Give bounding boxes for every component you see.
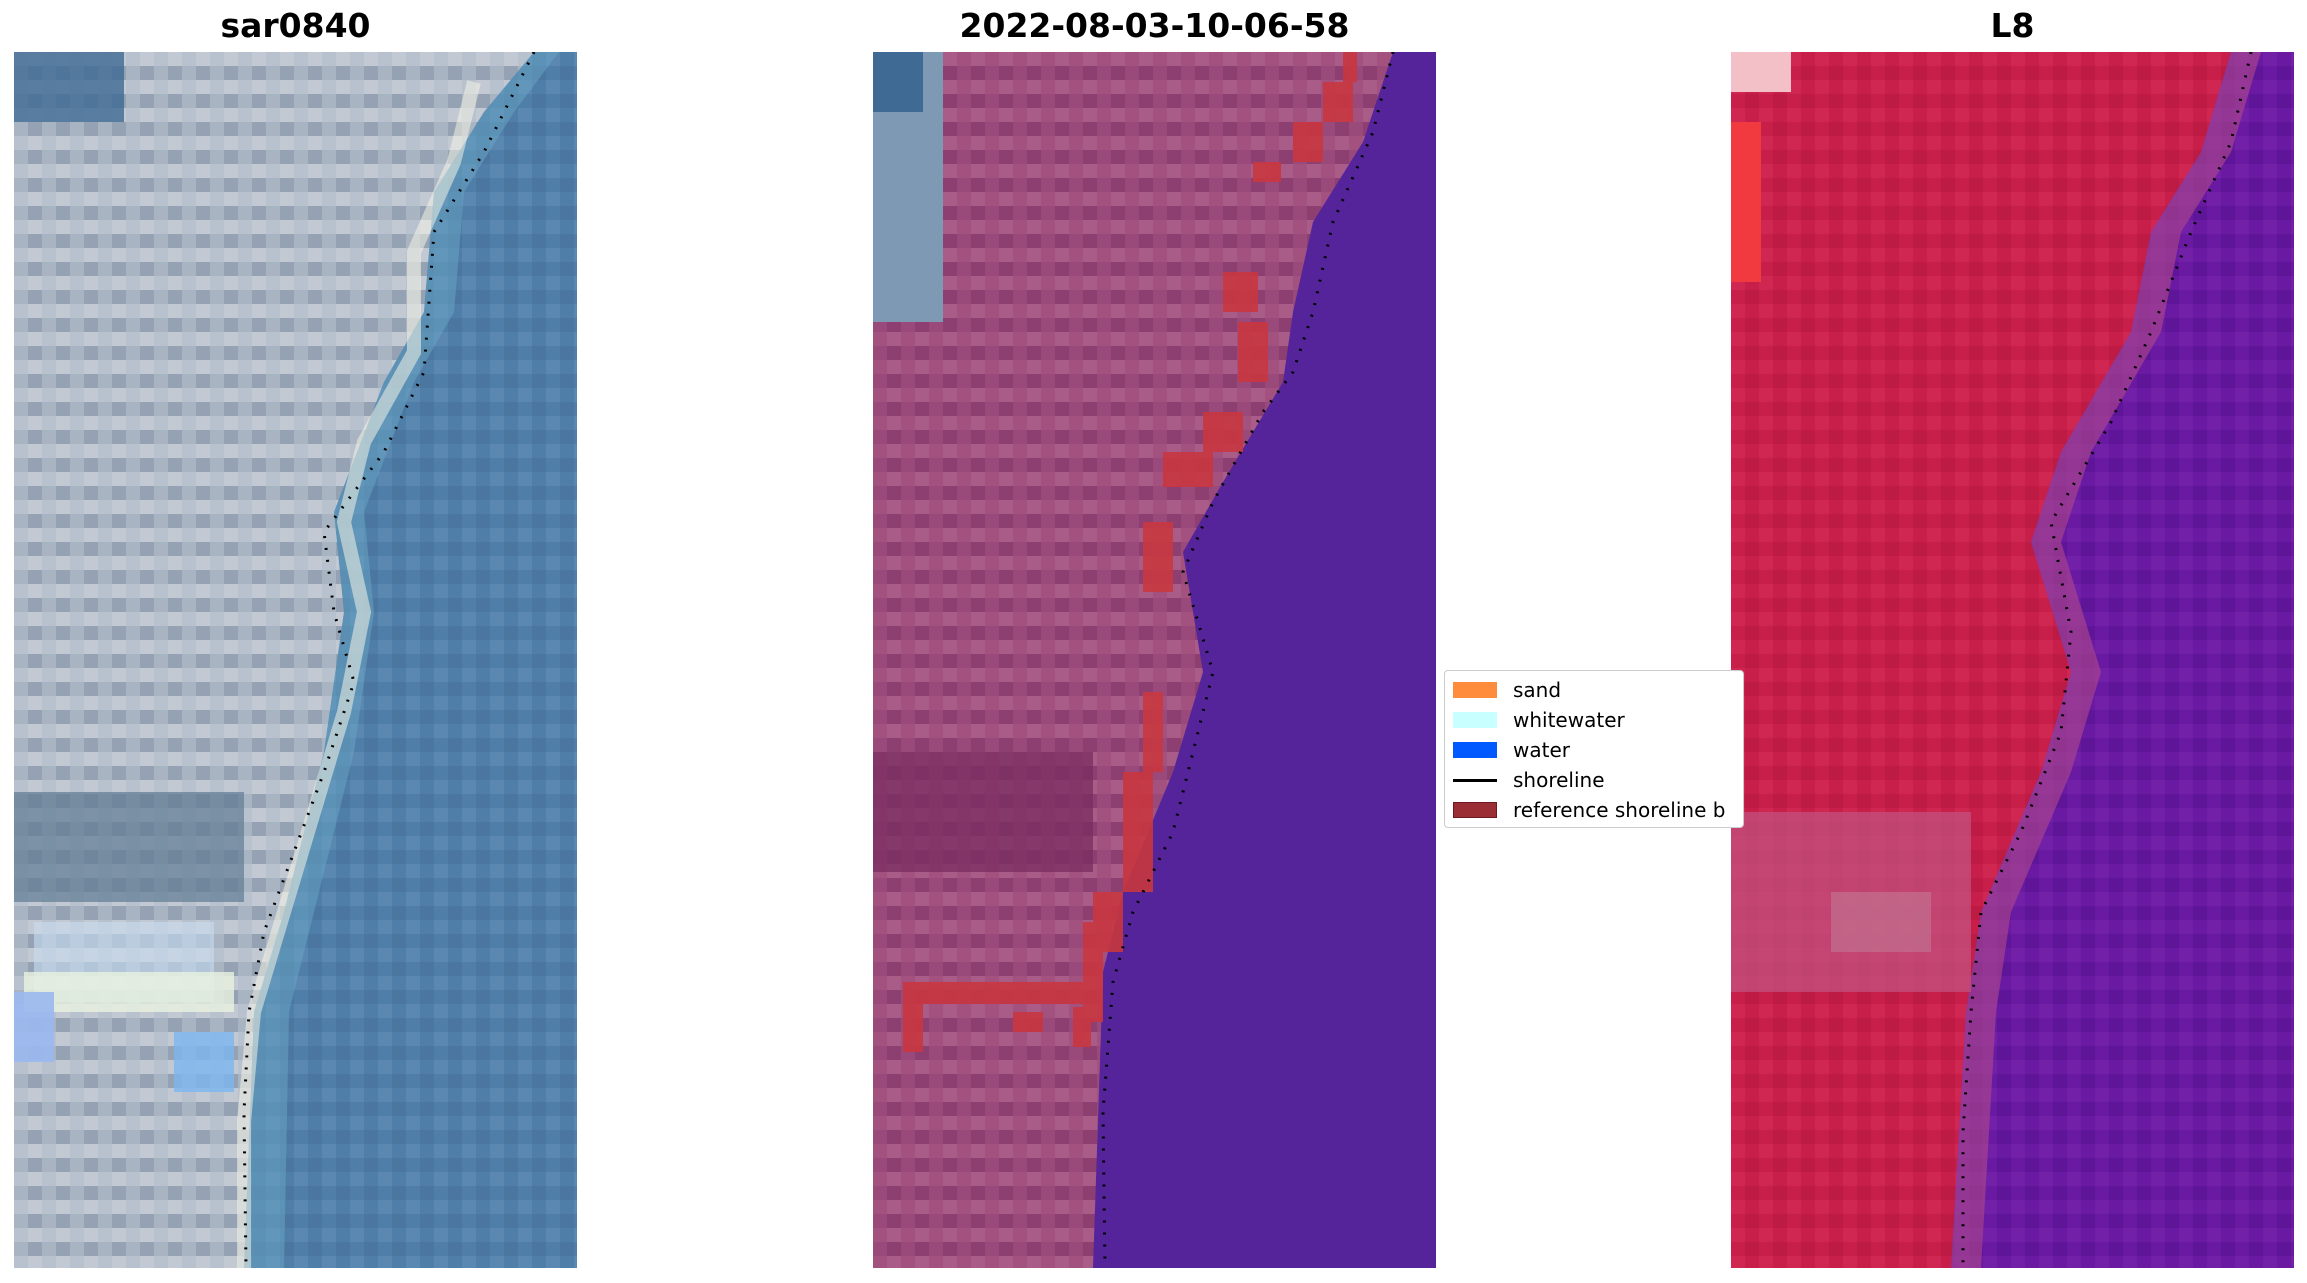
legend-label: whitewater <box>1513 708 1625 732</box>
classified-image <box>873 52 1436 1268</box>
legend: sand whitewater water shoreline referenc… <box>1444 670 1744 828</box>
water-swatch-icon <box>1453 742 1497 758</box>
sand-swatch-icon <box>1453 682 1497 698</box>
left-panel-title: sar0840 <box>220 6 371 45</box>
legend-item-water: water <box>1453 737 1570 763</box>
shoreline-classified <box>1101 52 1395 1268</box>
l8-image-panel <box>1731 52 2294 1268</box>
rgb-image <box>14 52 577 1268</box>
legend-label: water <box>1513 738 1570 762</box>
middle-panel-title: 2022-08-03-10-06-58 <box>959 6 1350 45</box>
reference-shoreline-buffer <box>903 52 1357 1052</box>
legend-item-sand: sand <box>1453 677 1561 703</box>
shoreline-line-icon <box>1453 778 1497 782</box>
legend-item-reference-shoreline: reference shoreline b <box>1453 797 1725 823</box>
rgb-image-panel <box>14 52 577 1268</box>
l8-image <box>1731 52 2294 1268</box>
right-panel-title: L8 <box>1990 6 2035 45</box>
legend-item-shoreline: shoreline <box>1453 767 1605 793</box>
shoreline-l8 <box>1961 52 2253 1268</box>
reference-buffer-swatch-icon <box>1453 802 1497 818</box>
legend-item-whitewater: whitewater <box>1453 707 1625 733</box>
shoreline-rgb <box>242 52 536 1268</box>
legend-label: shoreline <box>1513 768 1605 792</box>
whitewater-swatch-icon <box>1453 712 1497 728</box>
legend-label: reference shoreline b <box>1513 798 1726 822</box>
classified-image-panel <box>873 52 1436 1268</box>
legend-label: sand <box>1513 678 1562 702</box>
